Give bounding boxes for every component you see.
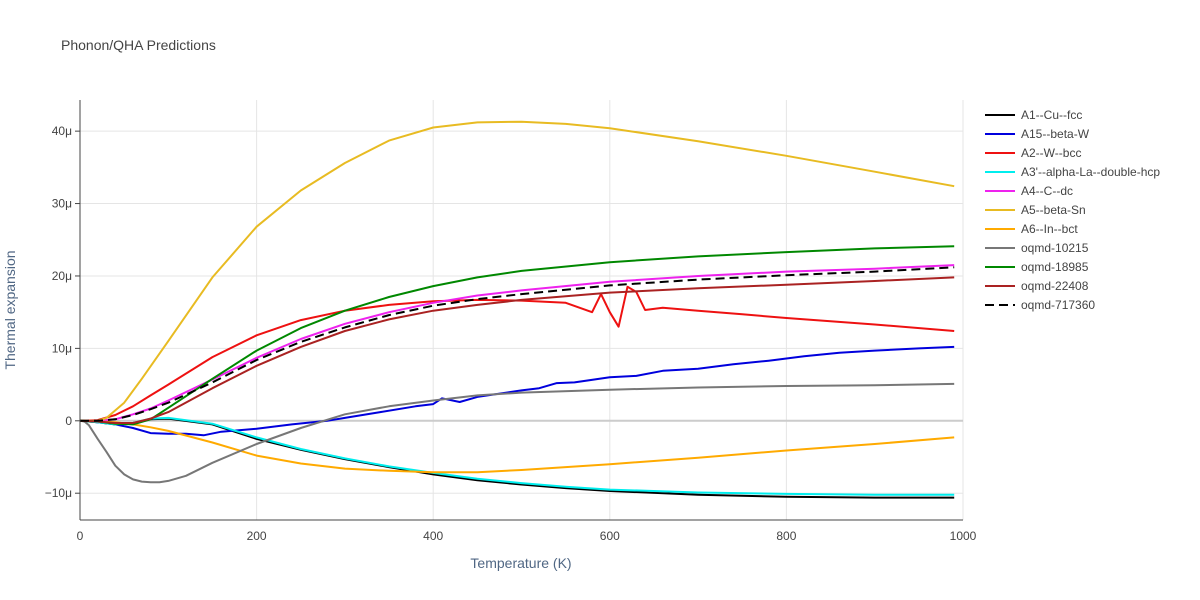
legend-item-A1--Cu--fcc[interactable]: A1--Cu--fcc — [985, 108, 1082, 122]
legend-label: A15--beta-W — [1021, 127, 1090, 141]
legend-item-oqmd-717360[interactable]: oqmd-717360 — [985, 298, 1095, 312]
plot-lines — [79, 120, 955, 499]
legend-label: A5--beta-Sn — [1021, 203, 1086, 217]
y-tick-label-1: 0 — [65, 414, 72, 428]
x-tick-label-1: 200 — [247, 529, 267, 543]
axes — [79, 100, 963, 521]
legend-item-oqmd-10215[interactable]: oqmd-10215 — [985, 241, 1089, 255]
y-tick-label-4: 30μ — [52, 197, 72, 211]
legend-item-A15--beta-W[interactable]: A15--beta-W — [985, 127, 1090, 141]
y-tick-label-2: 10μ — [52, 341, 72, 355]
legend-label: oqmd-18985 — [1021, 260, 1089, 274]
series-line-oqmd-18985 — [79, 245, 955, 426]
x-tick-label-4: 800 — [776, 529, 796, 543]
legend-label: oqmd-717360 — [1021, 298, 1095, 312]
y-tick-label-3: 20μ — [52, 269, 72, 283]
legend[interactable]: A1--Cu--fcc A15--beta-W A2--W--bcc A3'--alp… — [985, 108, 1160, 312]
legend-item-A5--beta-Sn[interactable]: A5--beta-Sn — [985, 203, 1086, 217]
legend-item-oqmd-22408[interactable]: oqmd-22408 — [985, 279, 1089, 293]
legend-label: A6--In--bct — [1021, 222, 1078, 236]
series-line-A2--W--bcc — [79, 285, 955, 422]
legend-label: A1--Cu--fcc — [1021, 108, 1082, 122]
chart-title: Phonon/QHA Predictions — [61, 37, 216, 53]
x-tick-label-3: 600 — [600, 529, 620, 543]
y-tick-label-0: −10μ — [45, 486, 72, 500]
series-line-A5--beta-Sn — [80, 120, 955, 422]
series-line-oqmd-22408 — [79, 276, 955, 424]
legend-item-A6--In--bct[interactable]: A6--In--bct — [985, 222, 1078, 236]
legend-item-A2--W--bcc[interactable]: A2--W--bcc — [985, 146, 1081, 160]
series-line-A4--C--dc — [80, 264, 955, 422]
legend-item-A4--C--dc[interactable]: A4--C--dc — [985, 184, 1073, 198]
legend-label: oqmd-10215 — [1021, 241, 1089, 255]
x-axis-title: Temperature (K) — [470, 555, 571, 571]
y-tick-label-5: 40μ — [52, 124, 72, 138]
x-tick-label-5: 1000 — [950, 529, 977, 543]
x-tick-labels: 0 200 400 600 800 1000 — [77, 529, 977, 543]
x-tick-label-2: 400 — [423, 529, 443, 543]
legend-label: A3'--alpha-La--double-hcp — [1021, 165, 1160, 179]
series-line-oqmd-10215 — [79, 382, 955, 484]
legend-label: oqmd-22408 — [1021, 279, 1089, 293]
legend-item-oqmd-18985[interactable]: oqmd-18985 — [985, 260, 1089, 274]
legend-label: A4--C--dc — [1021, 184, 1073, 198]
grid — [80, 100, 964, 520]
series-line-A15--beta-W — [79, 345, 955, 437]
y-tick-labels: −10μ 0 10μ 20μ 30μ 40μ — [45, 124, 80, 500]
series-line-oqmd-717360 — [80, 266, 955, 422]
series-line-A1--Cu--fcc — [79, 417, 955, 499]
series-line-A3'--alpha-La--double-hcp — [79, 416, 955, 496]
x-tick-label-0: 0 — [77, 529, 84, 543]
legend-item-A3'--alpha-La--double-hcp[interactable]: A3'--alpha-La--double-hcp — [985, 165, 1160, 179]
legend-label: A2--W--bcc — [1021, 146, 1081, 160]
y-axis-title: Thermal expansion — [2, 250, 18, 369]
